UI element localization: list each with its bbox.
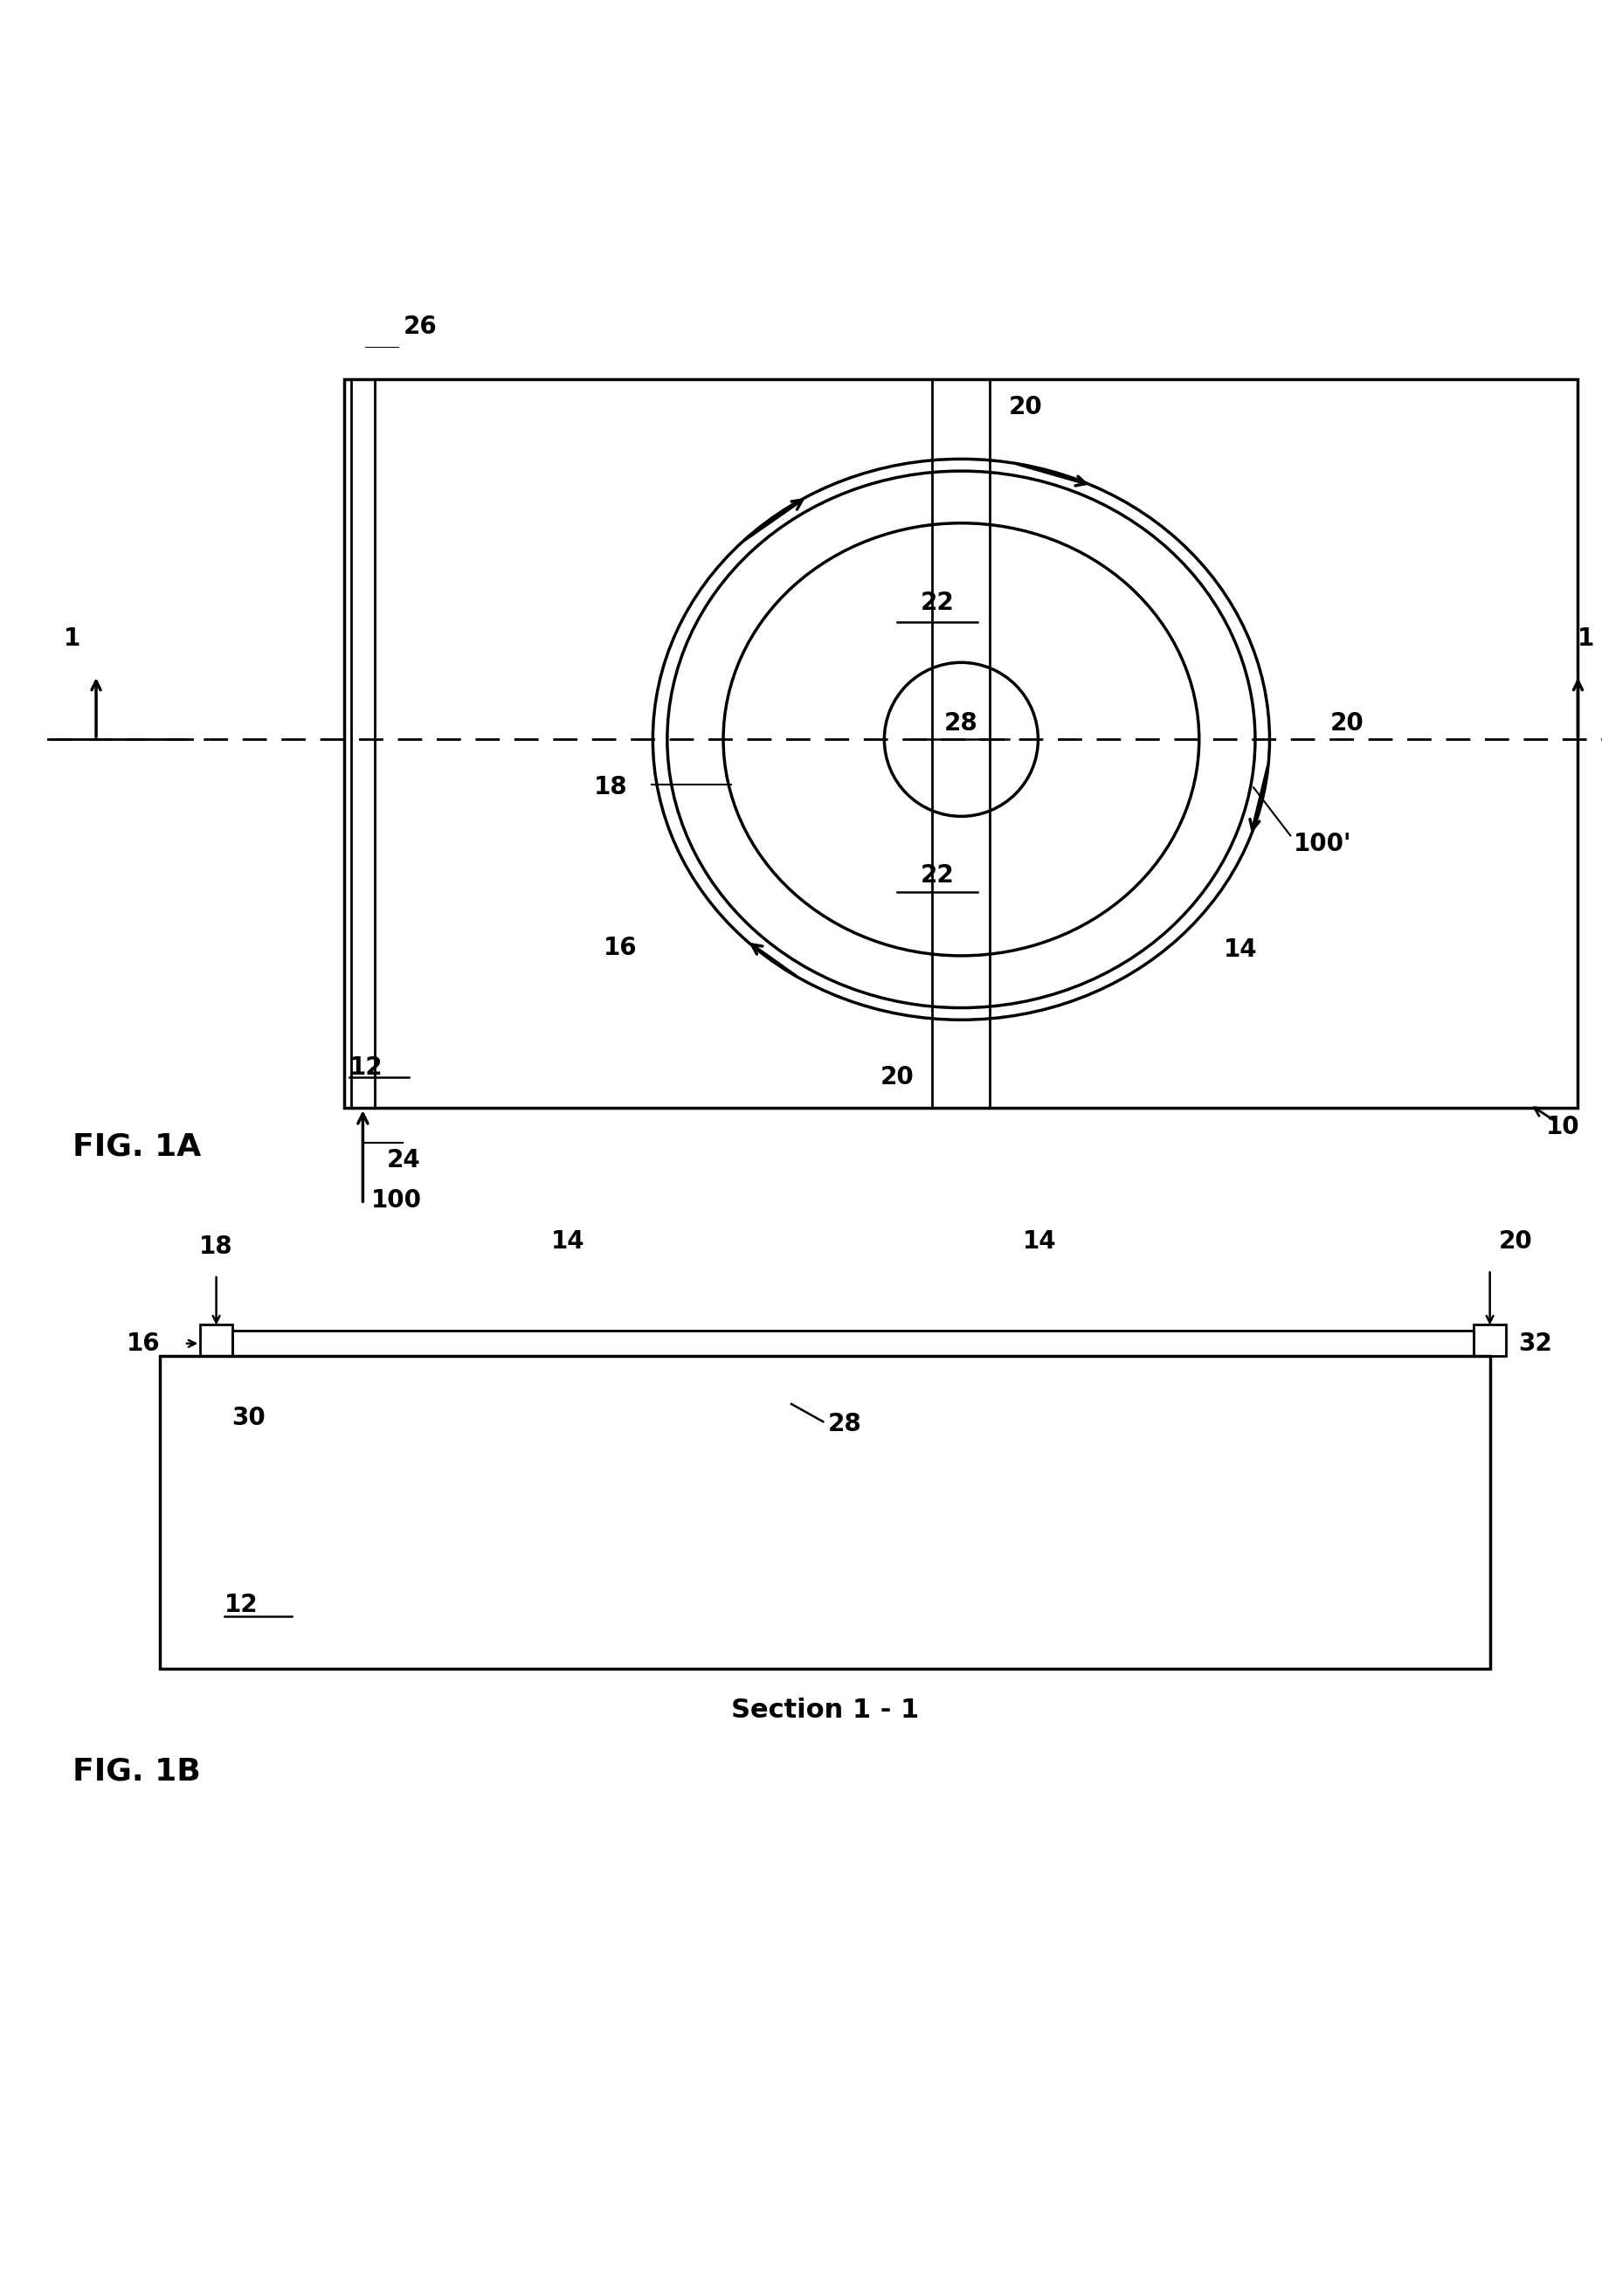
Text: 12: 12 xyxy=(224,1593,258,1616)
Text: 22: 22 xyxy=(920,590,955,615)
Text: 20: 20 xyxy=(1330,712,1365,735)
Text: 28: 28 xyxy=(827,1412,862,1437)
Bar xyxy=(344,379,1578,1109)
Text: 18: 18 xyxy=(594,776,628,799)
Text: Section 1 - 1: Section 1 - 1 xyxy=(731,1697,920,1722)
Text: 32: 32 xyxy=(1519,1332,1552,1355)
Text: 22: 22 xyxy=(920,863,955,889)
Text: FIG. 1A: FIG. 1A xyxy=(72,1132,200,1162)
Text: FIG. 1B: FIG. 1B xyxy=(72,1756,200,1786)
Text: 14: 14 xyxy=(1022,1228,1056,1254)
Text: 1: 1 xyxy=(1578,627,1594,652)
Text: 14: 14 xyxy=(551,1228,585,1254)
Bar xyxy=(1474,1325,1506,1357)
Text: 20: 20 xyxy=(879,1065,915,1088)
Text: 10: 10 xyxy=(1546,1116,1580,1139)
Bar xyxy=(232,1332,1474,1357)
Text: 100': 100' xyxy=(1294,831,1352,856)
Bar xyxy=(160,1357,1490,1669)
Text: 1: 1 xyxy=(64,627,80,652)
Text: 18: 18 xyxy=(199,1233,234,1258)
Text: 26: 26 xyxy=(404,315,437,340)
Text: 24: 24 xyxy=(388,1148,421,1173)
Text: 16: 16 xyxy=(604,934,638,960)
Text: 16: 16 xyxy=(127,1332,160,1355)
Text: 20: 20 xyxy=(1008,395,1043,418)
Text: 28: 28 xyxy=(944,712,979,735)
Text: 100: 100 xyxy=(370,1187,421,1212)
Text: 12: 12 xyxy=(349,1056,383,1079)
Text: 30: 30 xyxy=(231,1405,266,1430)
Text: 14: 14 xyxy=(1224,937,1258,962)
Text: 20: 20 xyxy=(1498,1228,1533,1254)
Bar xyxy=(200,1325,232,1357)
